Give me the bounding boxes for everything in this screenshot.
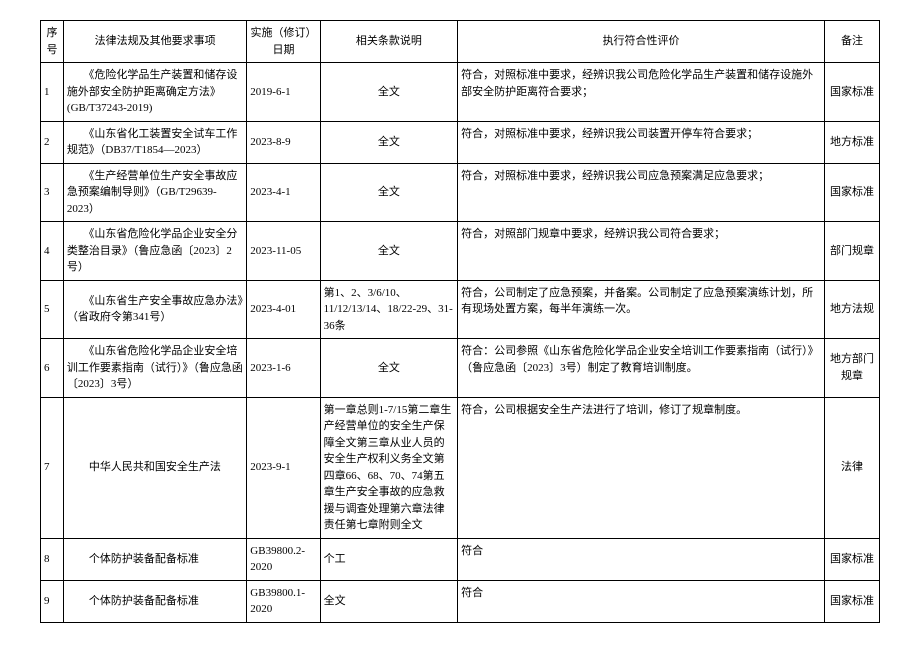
cell-date: 2019-6-1 (247, 63, 320, 122)
cell-date: 2023-11-05 (247, 222, 320, 281)
cell-remark: 部门规章 (824, 222, 879, 281)
cell-law: 《山东省化工装置安全试车工作规范》（DB37/T1854—2023） (63, 121, 246, 163)
cell-clause: 个工 (320, 538, 458, 580)
cell-eval: 符合 (458, 580, 825, 622)
table-row: 1 《危险化学品生产装置和储存设施外部安全防护距离确定方法》(GB/T37243… (41, 63, 880, 122)
cell-law: 中华人民共和国安全生产法 (63, 397, 246, 538)
cell-remark: 地方法规 (824, 280, 879, 339)
header-eval: 执行符合性评价 (458, 21, 825, 63)
cell-num: 9 (41, 580, 64, 622)
cell-eval: 符合，对照标准中要求，经辨识我公司应急预案满足应急要求； (458, 163, 825, 222)
cell-eval: 符合，对照标准中要求，经辨识我公司危险化学品生产装置和储存设施外部安全防护距离符… (458, 63, 825, 122)
header-row: 序号 法律法规及其他要求事项 实施（修订）日期 相关条款说明 执行符合性评价 备… (41, 21, 880, 63)
cell-remark: 国家标准 (824, 538, 879, 580)
header-date: 实施（修订）日期 (247, 21, 320, 63)
cell-date: GB39800.1-2020 (247, 580, 320, 622)
regulations-table: 序号 法律法规及其他要求事项 实施（修订）日期 相关条款说明 执行符合性评价 备… (40, 20, 880, 623)
cell-clause: 全文 (320, 63, 458, 122)
cell-clause: 第一章总则1-7/15第二章生产经营单位的安全生产保障全文第三章从业人员的安全生… (320, 397, 458, 538)
table-row: 4 《山东省危险化学品企业安全分类整治目录》（鲁应急函〔2023〕2号） 202… (41, 222, 880, 281)
cell-law: 《山东省生产安全事故应急办法》（省政府令第341号） (63, 280, 246, 339)
cell-clause: 全文 (320, 163, 458, 222)
cell-num: 7 (41, 397, 64, 538)
cell-num: 8 (41, 538, 64, 580)
header-num: 序号 (41, 21, 64, 63)
cell-eval: 符合，对照标准中要求，经辨识我公司装置开停车符合要求； (458, 121, 825, 163)
cell-date: 2023-9-1 (247, 397, 320, 538)
cell-law: 个体防护装备配备标准 (63, 580, 246, 622)
cell-num: 4 (41, 222, 64, 281)
cell-num: 3 (41, 163, 64, 222)
cell-date: 2023-4-1 (247, 163, 320, 222)
cell-remark: 国家标准 (824, 63, 879, 122)
cell-date: 2023-8-9 (247, 121, 320, 163)
table-body: 1 《危险化学品生产装置和储存设施外部安全防护距离确定方法》(GB/T37243… (41, 63, 880, 623)
cell-remark: 地方部门规章 (824, 339, 879, 398)
cell-clause: 全文 (320, 222, 458, 281)
cell-clause: 全文 (320, 580, 458, 622)
cell-law: 个体防护装备配备标准 (63, 538, 246, 580)
cell-remark: 国家标准 (824, 163, 879, 222)
cell-eval: 符合，对照部门规章中要求，经辨识我公司符合要求； (458, 222, 825, 281)
cell-clause: 全文 (320, 121, 458, 163)
cell-num: 5 (41, 280, 64, 339)
cell-eval: 符合，公司根据安全生产法进行了培训，修订了规章制度。 (458, 397, 825, 538)
cell-law: 《危险化学品生产装置和储存设施外部安全防护距离确定方法》(GB/T37243-2… (63, 63, 246, 122)
table-row: 8 个体防护装备配备标准 GB39800.2-2020 个工 符合 国家标准 (41, 538, 880, 580)
header-remark: 备注 (824, 21, 879, 63)
cell-law: 《生产经营单位生产安全事故应急预案编制导则》（GB/T29639-2023） (63, 163, 246, 222)
cell-law: 《山东省危险化学品企业安全分类整治目录》（鲁应急函〔2023〕2号） (63, 222, 246, 281)
cell-law: 《山东省危险化学品企业安全培训工作要素指南（试行）》（鲁应急函〔2023〕3号） (63, 339, 246, 398)
cell-eval: 符合 (458, 538, 825, 580)
cell-num: 6 (41, 339, 64, 398)
table-row: 5 《山东省生产安全事故应急办法》（省政府令第341号） 2023-4-01 第… (41, 280, 880, 339)
cell-date: GB39800.2-2020 (247, 538, 320, 580)
cell-num: 2 (41, 121, 64, 163)
table-row: 3 《生产经营单位生产安全事故应急预案编制导则》（GB/T29639-2023）… (41, 163, 880, 222)
table-row: 6 《山东省危险化学品企业安全培训工作要素指南（试行）》（鲁应急函〔2023〕3… (41, 339, 880, 398)
table-row: 9 个体防护装备配备标准 GB39800.1-2020 全文 符合 国家标准 (41, 580, 880, 622)
cell-date: 2023-4-01 (247, 280, 320, 339)
cell-remark: 地方标准 (824, 121, 879, 163)
cell-clause: 第1、2、3/6/10、11/12/13/14、18/22-29、31-36条 (320, 280, 458, 339)
header-law: 法律法规及其他要求事项 (63, 21, 246, 63)
table-row: 7 中华人民共和国安全生产法 2023-9-1 第一章总则1-7/15第二章生产… (41, 397, 880, 538)
table-row: 2 《山东省化工装置安全试车工作规范》（DB37/T1854—2023） 202… (41, 121, 880, 163)
cell-eval: 符合，公司制定了应急预案，并备案。公司制定了应急预案演练计划，所有现场处置方案，… (458, 280, 825, 339)
cell-num: 1 (41, 63, 64, 122)
cell-date: 2023-1-6 (247, 339, 320, 398)
cell-eval: 符合：公司参照《山东省危险化学品企业安全培训工作要素指南（试行）》（鲁应急函〔2… (458, 339, 825, 398)
cell-remark: 法律 (824, 397, 879, 538)
cell-clause: 全文 (320, 339, 458, 398)
cell-remark: 国家标准 (824, 580, 879, 622)
header-clause: 相关条款说明 (320, 21, 458, 63)
